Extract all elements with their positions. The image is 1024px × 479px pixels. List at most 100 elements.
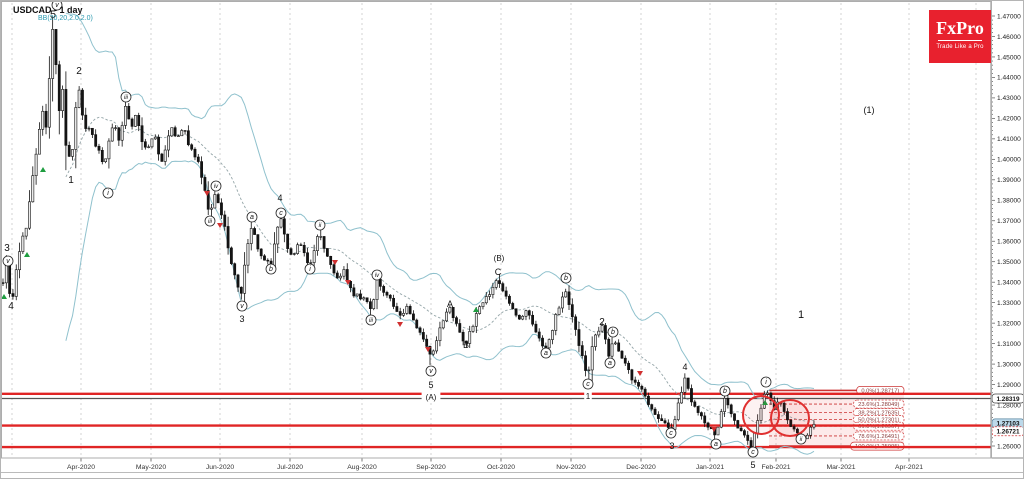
candlestick-bar [143,141,147,148]
wave-label: 4 [277,193,282,203]
candlestick-bar [140,125,144,143]
candlestick-bar [809,426,813,436]
wave-label-circle [246,211,258,223]
fib-level-label-box [853,408,905,417]
wave-label-bg [584,391,592,401]
candlestick-bar [451,306,455,318]
price-tick-label: 1.39000 [997,177,1021,184]
candlestick-bar [398,311,402,316]
candlestick-bar [223,214,227,227]
wave-label: b [723,388,727,395]
candlestick-bar [531,314,535,325]
price-tag-label: 1.26721 [996,429,1020,436]
wave-label: 4 [682,362,687,372]
bollinger-lower-band [65,160,815,455]
candlestick-bar [620,350,624,359]
candlestick-bar [471,325,475,332]
month-label: Jul-2020 [277,464,303,471]
candlestick-bar [153,136,157,140]
candlestick-bar [64,89,68,146]
fxpro-logo: FxPro Trade Like a Pro [929,10,991,63]
candlestick-bar [382,286,386,293]
candlestick-bar [18,251,21,271]
candlestick-bar [87,127,91,130]
candlestick-bar [24,227,28,237]
wave-label: b [564,275,568,282]
candlestick-bar [44,110,48,128]
wave-label-circle [540,347,552,359]
fib-level-label-box [853,415,905,424]
price-tick-label: 1.35000 [997,259,1021,266]
plot-border [1,1,992,459]
candlestick-bar [332,264,336,274]
wave-label: iii [124,95,129,101]
candlestick-bar [683,377,687,393]
wave-label: a [608,360,612,367]
candlestick-bar [349,281,352,289]
candlestick-bar [263,255,266,261]
price-tick-label: 1.31000 [997,341,1021,348]
candlestick-bar [703,415,707,424]
candlestick-bar [769,392,773,401]
candlestick-bar [736,420,740,429]
candlestick-bar [90,127,94,135]
wave-label-circle [2,255,14,267]
price-tick-label: 1.36000 [997,239,1021,246]
candlestick-bar [243,264,247,294]
candlestick-bar [435,340,439,352]
candlestick-bar [557,307,561,315]
wave-label-circle [275,207,287,219]
sell-arrow-icon [397,322,403,327]
candlestick-bar [319,236,323,238]
highlight-circle [742,395,780,435]
candlestick-bar [342,269,346,277]
candlestick-bar [249,228,253,244]
price-tick-label: 1.30000 [997,361,1021,368]
price-tick-label: 1.37000 [997,218,1021,225]
candlestick-bar [584,355,587,371]
candlestick-bar [11,293,15,297]
candlestick-bar [97,145,101,151]
wave-label: 2 [599,317,605,328]
month-label: Jun-2020 [206,464,235,471]
candlestick-bar [663,420,667,424]
horizontal-lines-group[interactable] [1,392,991,449]
candlestick-bar [438,327,442,342]
candlestick-bar [31,175,35,203]
candlestick-bar [805,434,809,440]
wave-label: (A) [426,393,437,402]
wave-label: v [429,368,433,375]
price-tick-label: 1.43000 [997,95,1021,102]
wave-label-circle [314,219,326,231]
price-axis[interactable]: 1.47000 1.46000 1.45000 1.44000 1.43000 1.420… [990,1,1024,479]
candlestick-bar [746,434,750,441]
sell-arrow-icon [204,191,210,196]
candlestick-bar [640,385,644,390]
price-tick-label: 1.32000 [997,320,1021,327]
candlestick-bar [388,294,392,299]
candlestick-bar [613,342,617,345]
candlestick-bar [362,297,366,300]
candlestick-bar [729,404,733,415]
chart-plot-area[interactable] [1,1,991,458]
wave-labels-group: 5v213v4iiiiiviiiv3abc4iiiiiiivv5(A)ABC(B… [2,1,875,470]
candlestick-bar [127,105,131,120]
bollinger-indicator-label: BB(20,20,2.0,2.0) [38,15,93,22]
wave-label: 5 [428,380,433,390]
candlestick-bar [666,422,670,428]
wave-label: 5 [50,9,56,21]
candlestick-bar [514,308,518,316]
candlestick-bar [306,252,309,264]
buy-arrow-icon [762,400,768,405]
candlestick-bar [547,339,551,349]
candlestick-bar [177,135,180,137]
candlestick-bar [355,293,359,297]
candlestick-bar [600,325,604,332]
wave-label-circle [102,187,114,199]
candlestick-bar [458,323,462,333]
wave-label: v [6,258,10,265]
candlestick-bar [359,293,362,300]
month-label: Jan-2021 [696,464,725,471]
candlesticks-group [1,16,816,454]
